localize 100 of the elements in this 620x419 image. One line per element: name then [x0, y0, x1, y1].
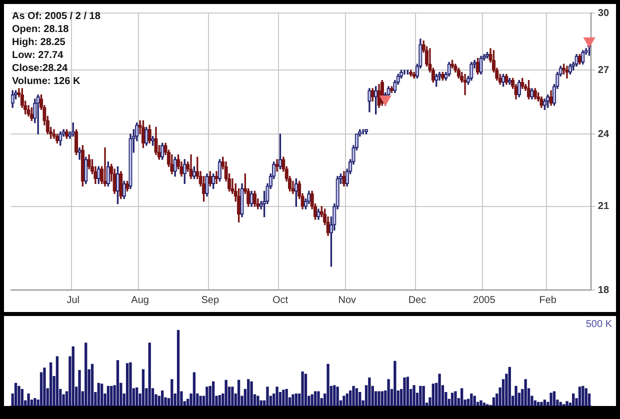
candlestick: [479, 56, 483, 74]
bar: [438, 374, 441, 406]
bar: [231, 386, 234, 406]
bar: [473, 396, 476, 406]
bar: [380, 391, 384, 406]
bar: [358, 392, 362, 406]
candlestick: [504, 74, 508, 85]
annotation: 500 K: [586, 319, 612, 330]
bar: [72, 346, 74, 406]
candlestick: [205, 174, 209, 197]
bar: [355, 388, 358, 406]
y-tick-label: 21: [598, 201, 610, 212]
candlestick: [275, 159, 279, 172]
bar: [572, 394, 575, 406]
bar: [378, 391, 380, 406]
bar: [314, 391, 317, 406]
bar: [84, 342, 88, 406]
bar: [20, 388, 24, 406]
bar: [176, 330, 180, 406]
bar: [78, 370, 81, 406]
bar: [578, 386, 582, 406]
candlestick: [119, 171, 123, 200]
bar: [212, 381, 215, 406]
bar: [310, 394, 314, 406]
candlestick: [218, 159, 222, 182]
bar: [559, 402, 562, 406]
bar: [170, 379, 174, 406]
bar: [110, 386, 113, 406]
bar: [301, 371, 304, 406]
bar: [346, 394, 348, 406]
candlestick: [549, 90, 553, 106]
bar: [250, 381, 253, 406]
bar: [294, 394, 298, 406]
bar: [422, 386, 425, 406]
candlestick: [84, 156, 88, 184]
bar: [514, 386, 518, 406]
bar: [126, 363, 129, 406]
bar: [192, 372, 196, 406]
bar: [97, 382, 100, 406]
annotation: Volume: 126 K: [12, 75, 82, 88]
annotation: High: 28.25: [12, 36, 66, 49]
bar: [260, 400, 262, 406]
bar: [218, 395, 222, 406]
bar: [43, 368, 46, 406]
bar: [106, 386, 110, 406]
x-tick-label: Sep: [201, 294, 220, 306]
candlestick: [103, 147, 107, 186]
bar: [536, 402, 540, 406]
candlestick: [520, 78, 524, 89]
candlestick: [250, 190, 254, 207]
candlestick: [189, 154, 193, 180]
x-tick-label: Aug: [131, 294, 149, 306]
bar: [282, 390, 285, 406]
bar: [552, 391, 556, 406]
bar: [368, 378, 371, 406]
candlestick: [148, 124, 152, 144]
annotation: Low: 27.74: [12, 49, 64, 62]
candlestick: [377, 84, 381, 108]
candlestick: [141, 120, 146, 148]
bar: [266, 386, 269, 406]
candlestick: [96, 166, 100, 184]
candlestick: [26, 105, 30, 117]
bar: [292, 394, 294, 406]
candlestick: [278, 134, 282, 170]
bar: [56, 356, 59, 406]
bar: [326, 364, 330, 406]
bar: [199, 396, 202, 406]
bar: [550, 392, 552, 406]
bar: [492, 397, 496, 406]
candlestick: [530, 88, 534, 100]
candlestick: [30, 107, 34, 121]
bar: [540, 402, 543, 406]
y-tick-label: 18: [598, 284, 610, 296]
bar: [336, 386, 339, 406]
bar: [524, 379, 527, 406]
x-tick-label: Dec: [408, 294, 426, 306]
bar: [317, 391, 320, 406]
candlestick: [540, 96, 544, 108]
candlestick: [390, 86, 394, 94]
y-tick-label: 27: [598, 64, 610, 76]
bar: [18, 386, 20, 406]
bar: [454, 391, 457, 406]
bar: [460, 388, 464, 406]
candlestick: [565, 66, 569, 79]
bar: [543, 400, 546, 406]
bar: [224, 380, 228, 406]
bar: [352, 386, 355, 406]
annotation: Open: 28.18: [12, 23, 70, 36]
annotation: Close:28.24: [12, 62, 69, 75]
candlestick: [150, 136, 155, 146]
bar: [348, 390, 352, 406]
candlestick: [144, 126, 148, 146]
bar: [161, 390, 164, 406]
x-tick-label: Nov: [338, 294, 356, 306]
x-tick-label: Jul: [66, 294, 80, 306]
y-tick-label: 30: [598, 8, 610, 19]
bar: [142, 369, 145, 406]
x-tick-label: Oct: [272, 294, 288, 306]
bar: [508, 366, 511, 406]
annotation: As Of: 2005 / 2 / 18: [12, 10, 100, 23]
